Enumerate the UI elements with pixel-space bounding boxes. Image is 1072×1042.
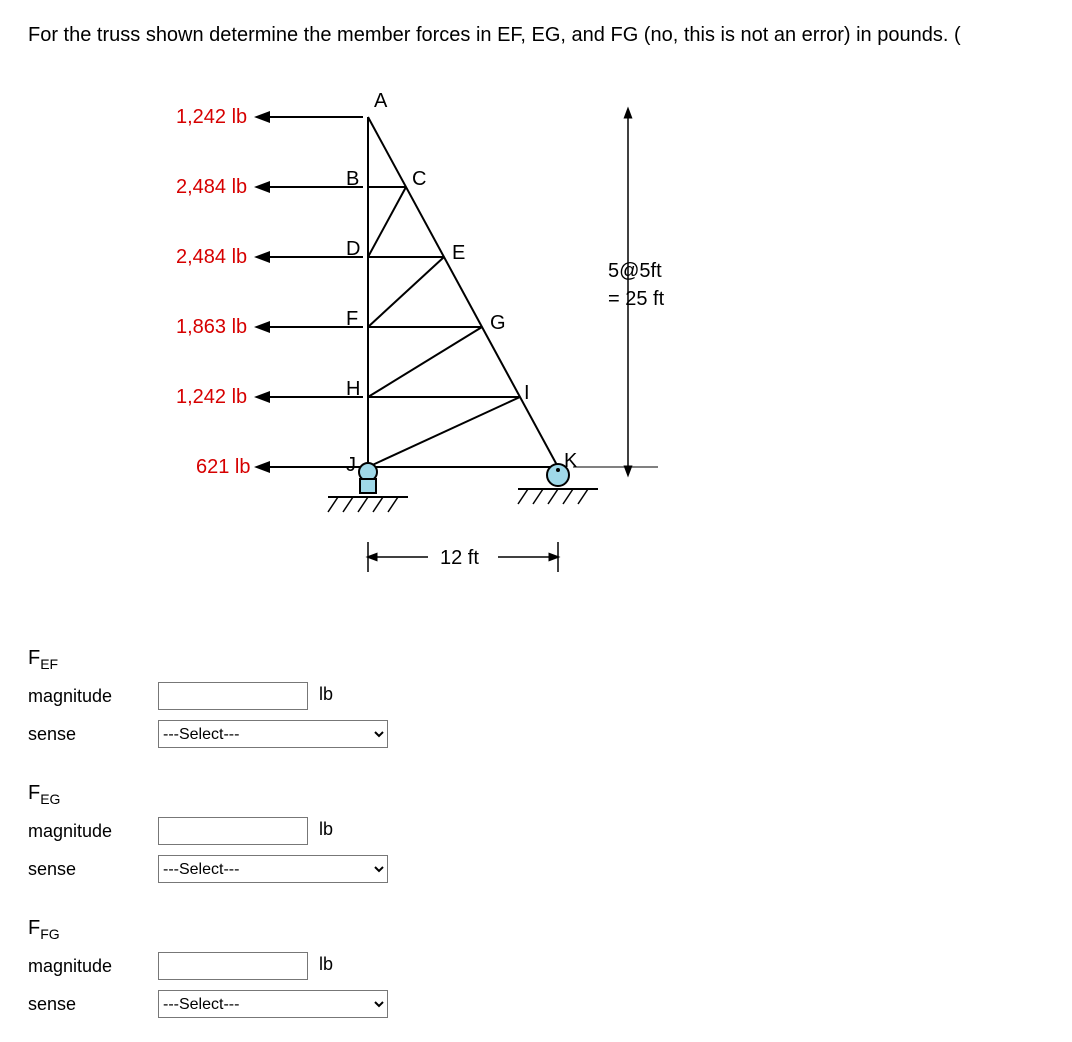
label-sense-fg: sense <box>28 994 158 1015</box>
node-E: E <box>452 242 465 264</box>
problem-statement: For the truss shown determine the member… <box>28 24 1044 47</box>
unit-fg: lb <box>319 954 333 974</box>
label-magnitude-eg: magnitude <box>28 821 158 842</box>
load-5: 621 lb <box>196 456 251 478</box>
select-eg-sense[interactable]: ---Select--- <box>158 855 388 883</box>
truss-figure: A B C D E F G H I J K 1,242 lb 2,484 lb … <box>128 67 1044 607</box>
label-sense-eg: sense <box>28 859 158 880</box>
node-A: A <box>374 90 388 112</box>
node-J: J <box>346 454 356 476</box>
select-ef-sense[interactable]: ---Select--- <box>158 720 388 748</box>
label-magnitude-fg: magnitude <box>28 956 158 977</box>
load-0: 1,242 lb <box>176 106 247 128</box>
svg-text:12 ft: 12 ft <box>440 547 479 569</box>
node-C: C <box>412 168 426 190</box>
label-feg: FEG <box>28 782 158 807</box>
select-fg-sense[interactable]: ---Select--- <box>158 990 388 1018</box>
label-fef: FEF <box>28 647 158 672</box>
load-3: 1,863 lb <box>176 316 247 338</box>
load-2: 2,484 lb <box>176 246 247 268</box>
label-ffg: FFG <box>28 917 158 942</box>
svg-text:= 25 ft: = 25 ft <box>608 288 665 310</box>
unit-ef: lb <box>319 684 333 704</box>
label-sense-ef: sense <box>28 724 158 745</box>
svg-text:5@5ft: 5@5ft <box>608 260 662 282</box>
support-k <box>518 464 598 504</box>
node-I: I <box>524 382 530 404</box>
input-ef-magnitude[interactable] <box>158 682 308 710</box>
label-magnitude-ef: magnitude <box>28 686 158 707</box>
load-4: 1,242 lb <box>176 386 247 408</box>
input-eg-magnitude[interactable] <box>158 817 308 845</box>
input-fg-magnitude[interactable] <box>158 952 308 980</box>
node-G: G <box>490 312 506 334</box>
support-j <box>328 463 408 512</box>
unit-eg: lb <box>319 819 333 839</box>
dim-horizontal: 12 ft <box>368 542 558 572</box>
load-1: 2,484 lb <box>176 176 247 198</box>
dim-vertical: 5@5ft = 25 ft <box>573 117 665 467</box>
